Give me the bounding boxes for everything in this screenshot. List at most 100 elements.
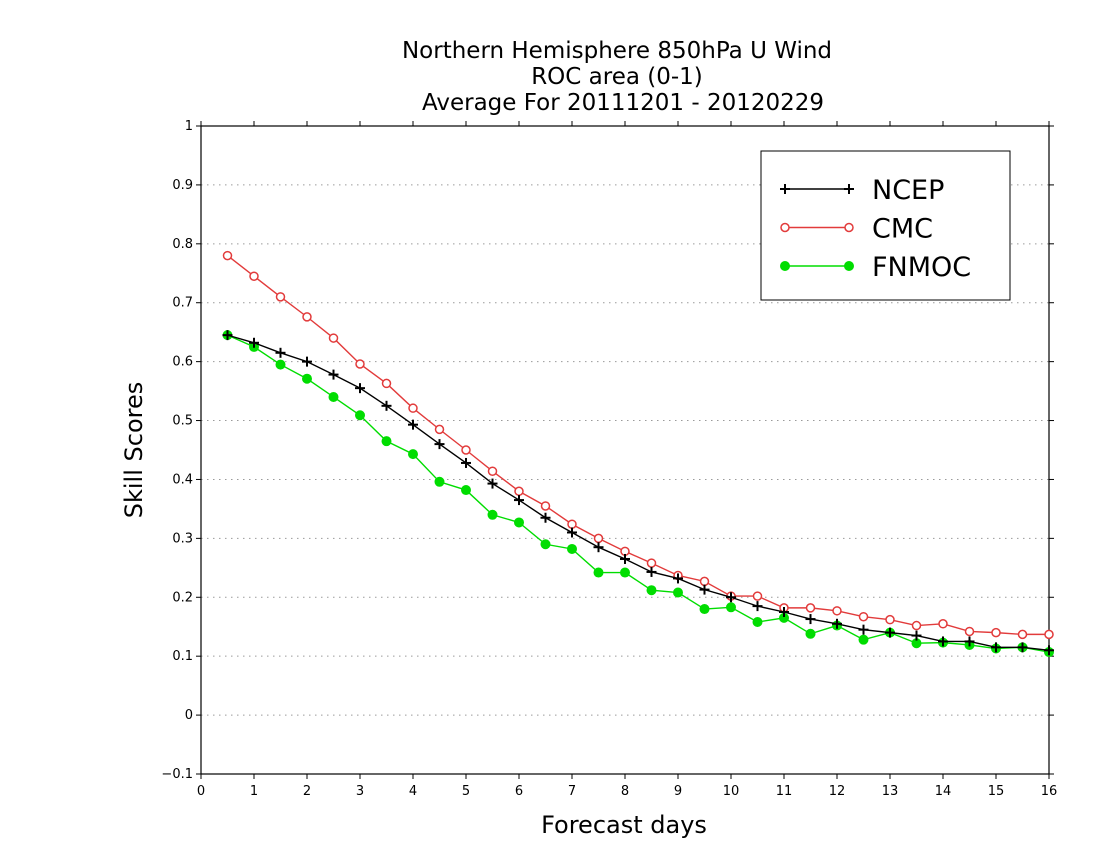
data-point-fnmoc <box>673 587 683 598</box>
data-point-cmc <box>487 466 498 476</box>
data-point-fnmoc <box>620 567 630 578</box>
data-point-ncep <box>991 642 1001 653</box>
x-tick-label: 14 <box>935 784 952 799</box>
series-line-cmc <box>227 255 1049 636</box>
data-point-fnmoc <box>302 373 312 384</box>
data-point-cmc <box>381 378 392 389</box>
data-point-fnmoc <box>646 585 657 596</box>
legend-marker-ncep <box>844 184 854 194</box>
data-point-ncep <box>938 636 948 647</box>
data-point-ncep <box>302 356 312 367</box>
x-tick-label: 6 <box>515 784 523 799</box>
data-point-cmc <box>805 603 816 613</box>
data-point-fnmoc <box>699 604 710 615</box>
data-point-ncep <box>832 618 842 629</box>
legend-box <box>760 150 1011 301</box>
data-point-ncep <box>911 630 922 641</box>
data-point-ncep <box>275 347 286 358</box>
x-tick-label: 2 <box>303 784 311 799</box>
data-point-cmc <box>699 576 710 587</box>
y-tick-label: 0.4 <box>172 472 193 487</box>
chart-title-line-1: Northern Hemisphere 850hPa U Wind <box>402 38 832 64</box>
data-point-ncep <box>699 584 710 595</box>
legend-marker-cmc <box>780 222 790 233</box>
y-tick-label: 0.9 <box>172 178 193 193</box>
data-point-ncep <box>328 369 339 380</box>
legend-marker-fnmoc <box>844 261 854 271</box>
legend-label-ncep: NCEP <box>872 175 944 206</box>
data-point-ncep <box>222 330 233 341</box>
data-point-ncep <box>805 614 816 625</box>
y-tick-label: 0.6 <box>172 355 193 370</box>
data-point-cmc <box>302 312 312 322</box>
chart-title: Northern Hemisphere 850hPa U Wind ROC ar… <box>402 38 832 116</box>
data-point-cmc <box>408 403 418 413</box>
series-line-ncep <box>227 334 1050 651</box>
data-point-fnmoc <box>328 391 339 402</box>
data-point-ncep <box>514 495 524 506</box>
data-point-fnmoc <box>487 509 498 520</box>
data-point-cmc <box>222 250 233 261</box>
legend-marker-ncep <box>780 184 790 194</box>
data-point-cmc <box>593 533 604 544</box>
data-point-ncep <box>1017 642 1028 653</box>
y-tick-label: 1 <box>185 119 193 134</box>
series-fnmoc <box>222 330 1054 658</box>
data-point-cmc <box>249 271 259 281</box>
data-point-cmc <box>885 614 895 625</box>
data-point-ncep <box>487 478 498 489</box>
data-point-ncep <box>381 400 392 411</box>
data-point-fnmoc <box>752 617 763 628</box>
x-tick-label: 9 <box>674 784 682 799</box>
data-point-cmc <box>938 619 948 629</box>
data-point-ncep <box>673 573 683 584</box>
data-point-fnmoc <box>461 485 471 496</box>
data-point-fnmoc <box>593 567 604 578</box>
x-tick-label: 8 <box>621 784 629 799</box>
data-point-ncep <box>461 457 471 468</box>
data-point-fnmoc <box>408 449 418 460</box>
data-point-cmc <box>964 626 975 637</box>
y-tick-label: 0.5 <box>172 414 193 429</box>
y-tick-label: 0.1 <box>172 649 193 664</box>
x-tick-label: 16 <box>1041 784 1058 799</box>
data-point-ncep <box>726 592 736 603</box>
x-tick-label: 13 <box>882 784 899 799</box>
y-tick-label: 0.7 <box>172 296 193 311</box>
data-point-fnmoc <box>275 359 286 370</box>
data-point-fnmoc <box>514 517 524 528</box>
x-tick-label: 15 <box>988 784 1005 799</box>
data-point-fnmoc <box>567 543 577 554</box>
data-point-ncep <box>964 636 975 647</box>
legend-item-ncep: NCEP <box>780 175 944 206</box>
data-point-fnmoc <box>858 634 869 645</box>
x-tick-label: 0 <box>197 784 205 799</box>
x-tick-label: 11 <box>776 784 793 799</box>
data-point-cmc <box>646 558 657 568</box>
data-point-fnmoc <box>381 436 392 447</box>
x-tick-label: 3 <box>356 784 364 799</box>
chart-title-line-2: ROC area (0-1) <box>531 64 703 90</box>
data-point-cmc <box>752 591 763 601</box>
data-point-cmc <box>355 359 365 369</box>
legend-label-cmc: CMC <box>872 214 933 245</box>
data-point-cmc <box>540 501 551 511</box>
data-point-ncep <box>620 553 630 564</box>
legend-label-fnmoc: FNMOC <box>872 252 971 283</box>
y-axis-label: Skill Scores <box>120 382 148 519</box>
y-tick-label: −0.1 <box>161 767 193 782</box>
data-point-cmc <box>911 620 922 631</box>
x-tick-label: 7 <box>568 784 576 799</box>
data-point-ncep <box>858 624 869 635</box>
x-tick-label: 12 <box>829 784 846 799</box>
x-tick-label: 1 <box>250 784 258 799</box>
x-axis-label: Forecast days <box>541 811 707 839</box>
series-ncep <box>222 330 1054 656</box>
x-tick-label: 4 <box>409 784 417 799</box>
y-tick-label: 0.3 <box>172 531 193 546</box>
legend-item-fnmoc: FNMOC <box>780 252 971 283</box>
data-point-ncep <box>355 383 365 394</box>
data-point-ncep <box>885 627 895 638</box>
